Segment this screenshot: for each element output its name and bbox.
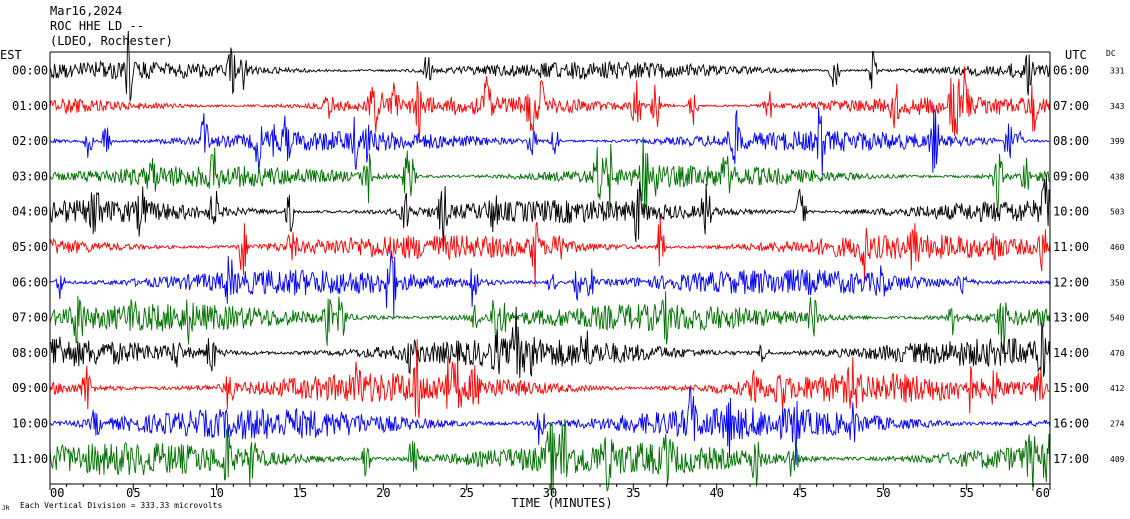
header-station: ROC HHE LD -- [50, 19, 144, 33]
footer-mark: JR [2, 505, 10, 512]
row-label-utc: 12:00 [1053, 275, 1089, 289]
row-label-est: 10:00 [12, 417, 48, 431]
row-label-utc: 17:00 [1053, 452, 1089, 466]
x-tick-label: 20 [376, 486, 390, 500]
trace-row [49, 175, 1051, 246]
x-tick-label: 00 [50, 486, 64, 500]
row-label-est: 05:00 [12, 240, 48, 254]
row-label-utc: 11:00 [1053, 240, 1089, 254]
trace-row [49, 217, 1051, 288]
row-dc-value: 399 [1110, 137, 1125, 146]
row-label-utc: 07:00 [1053, 99, 1089, 113]
row-dc-value: 470 [1110, 349, 1125, 358]
trace-row [49, 136, 1050, 214]
trace-row [49, 418, 1051, 496]
trace-row [49, 339, 1051, 419]
x-tick-label: 35 [626, 486, 640, 500]
row-labels: 00:00 06:00 331 01:00 07:00 343 02:00 08:00 399 0… [12, 64, 1125, 466]
row-dc-value: 540 [1110, 314, 1125, 323]
row-label-est: 08:00 [12, 346, 48, 360]
trace-row [49, 30, 1051, 102]
row-dc-value: 409 [1110, 455, 1125, 464]
dc-label: DC [1106, 49, 1116, 58]
trace-row [49, 66, 1051, 142]
row-label-utc: 10:00 [1053, 205, 1089, 219]
row-dc-value: 343 [1110, 102, 1125, 111]
time-axis: 00 05 10 15 20 25 30 35 40 45 50 55 60 [49, 484, 1051, 500]
seismic-traces [49, 30, 1051, 496]
right-axis-label: UTC [1065, 48, 1087, 62]
x-tick-label: 50 [876, 486, 890, 500]
row-dc-value: 350 [1110, 278, 1125, 287]
header-date: Mar16,2024 [50, 4, 122, 18]
row-label-est: 07:00 [12, 311, 48, 325]
trace-row [49, 291, 1051, 346]
row-label-utc: 08:00 [1053, 134, 1089, 148]
trace-row [49, 250, 1051, 317]
row-label-est: 06:00 [12, 275, 48, 289]
scale-note: Each Vertical Division = 333.33 microvol… [20, 501, 222, 510]
header-network: (LDEO, Rochester) [50, 34, 173, 48]
row-label-est: 11:00 [12, 452, 48, 466]
row-dc-value: 274 [1110, 420, 1125, 429]
row-label-utc: 14:00 [1053, 346, 1089, 360]
row-dc-value: 503 [1110, 208, 1125, 217]
x-axis-label: TIME (MINUTES) [511, 496, 612, 510]
trace-row [49, 104, 1051, 176]
row-label-est: 03:00 [12, 169, 48, 183]
row-label-utc: 06:00 [1053, 64, 1089, 78]
row-label-est: 02:00 [12, 134, 48, 148]
row-dc-value: 331 [1110, 67, 1125, 76]
row-label-est: 09:00 [12, 381, 48, 395]
row-label-utc: 15:00 [1053, 381, 1089, 395]
x-tick-label: 15 [293, 486, 307, 500]
row-label-utc: 13:00 [1053, 311, 1089, 325]
x-tick-label: 25 [459, 486, 473, 500]
x-tick-label: 30 [543, 486, 557, 500]
x-tick-label: 60 [1036, 486, 1050, 500]
row-label-utc: 09:00 [1053, 169, 1089, 183]
x-tick-label: 40 [709, 486, 723, 500]
left-axis-label: EST [0, 48, 22, 62]
row-dc-value: 438 [1110, 172, 1125, 181]
trace-row [49, 306, 1051, 379]
row-label-utc: 16:00 [1053, 417, 1089, 431]
row-label-est: 00:00 [12, 64, 48, 78]
x-tick-label: 55 [959, 486, 973, 500]
x-tick-label: 45 [793, 486, 807, 500]
row-label-est: 01:00 [12, 99, 48, 113]
row-dc-value: 460 [1110, 243, 1125, 252]
x-tick-label: 10 [209, 486, 223, 500]
row-label-est: 04:00 [12, 205, 48, 219]
x-tick-label: 05 [126, 486, 140, 500]
row-dc-value: 412 [1110, 384, 1125, 393]
